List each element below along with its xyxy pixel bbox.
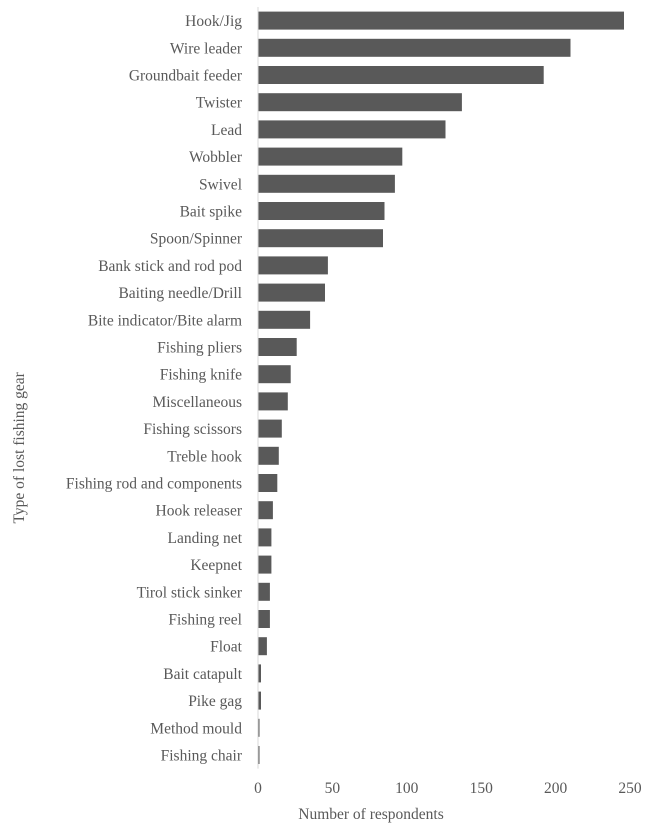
category-label: Landing net <box>168 530 243 547</box>
bar <box>258 93 462 112</box>
category-label: Bite indicator/Bite alarm <box>88 312 242 329</box>
bar <box>258 338 297 356</box>
category-label: Hook releaser <box>156 503 243 520</box>
category-label: Bait catapult <box>163 666 242 683</box>
bar <box>258 582 270 601</box>
category-label: Fishing scissors <box>143 421 242 438</box>
x-tick-labels: 0 50 100 150 200 250 <box>254 780 642 797</box>
bar <box>258 38 571 57</box>
bar <box>258 256 328 275</box>
category-label: Method mould <box>150 720 242 737</box>
x-tick-label: 0 <box>254 780 262 797</box>
category-label: Fishing rod and components <box>66 476 242 493</box>
category-label: Wire leader <box>170 40 243 57</box>
x-tick-label: 250 <box>618 780 642 797</box>
bar <box>258 310 311 329</box>
bar <box>258 120 446 139</box>
bar <box>258 174 395 193</box>
bars-layer <box>258 11 624 764</box>
bar <box>258 691 261 710</box>
category-label: Float <box>210 639 243 656</box>
category-label: Fishing pliers <box>157 340 242 357</box>
bar <box>258 528 272 547</box>
category-label: Fishing knife <box>160 367 242 384</box>
bar <box>258 392 288 411</box>
bar <box>258 637 267 656</box>
category-label: Lead <box>211 122 242 139</box>
x-tick-label: 50 <box>325 780 341 797</box>
bar <box>258 147 403 166</box>
category-label: Tirol stick sinker <box>137 584 243 601</box>
category-label: Treble hook <box>167 448 242 465</box>
category-label: Bank stick and rod pod <box>98 258 242 275</box>
category-label: Swivel <box>199 176 242 193</box>
bar <box>258 718 260 737</box>
y-axis-title: Type of lost fishing gear <box>11 371 28 523</box>
bar <box>258 555 272 574</box>
bar <box>258 202 385 220</box>
bar <box>258 229 383 248</box>
category-label: Pike gag <box>188 693 242 710</box>
bar <box>258 419 282 438</box>
category-label: Hook/Jig <box>185 13 242 30</box>
category-labels: Hook/Jig Wire leader Groundbait feeder Twis… <box>66 13 243 764</box>
x-tick-label: 100 <box>395 780 419 797</box>
bar <box>258 474 278 492</box>
category-label: Fishing reel <box>168 612 242 629</box>
bar <box>258 746 260 764</box>
category-label: Twister <box>196 95 243 112</box>
bar <box>258 283 325 302</box>
category-label: Baiting needle/Drill <box>118 285 242 302</box>
category-label: Bait spike <box>180 204 243 221</box>
category-label: Fishing chair <box>161 748 243 765</box>
x-tick-label: 200 <box>544 780 568 797</box>
category-label: Groundbait feeder <box>129 68 243 85</box>
x-tick-label: 150 <box>470 780 494 797</box>
bar <box>258 501 273 520</box>
bar <box>258 11 624 30</box>
bar <box>258 610 270 628</box>
category-label: Spoon/Spinner <box>150 231 243 248</box>
bar <box>258 446 279 465</box>
category-label: Miscellaneous <box>152 394 242 411</box>
category-label: Keepnet <box>190 557 242 574</box>
bar <box>258 66 544 84</box>
x-axis-title: Number of respondents <box>298 806 444 823</box>
category-label: Wobbler <box>189 149 243 166</box>
bar <box>258 365 291 384</box>
bar <box>258 664 261 683</box>
